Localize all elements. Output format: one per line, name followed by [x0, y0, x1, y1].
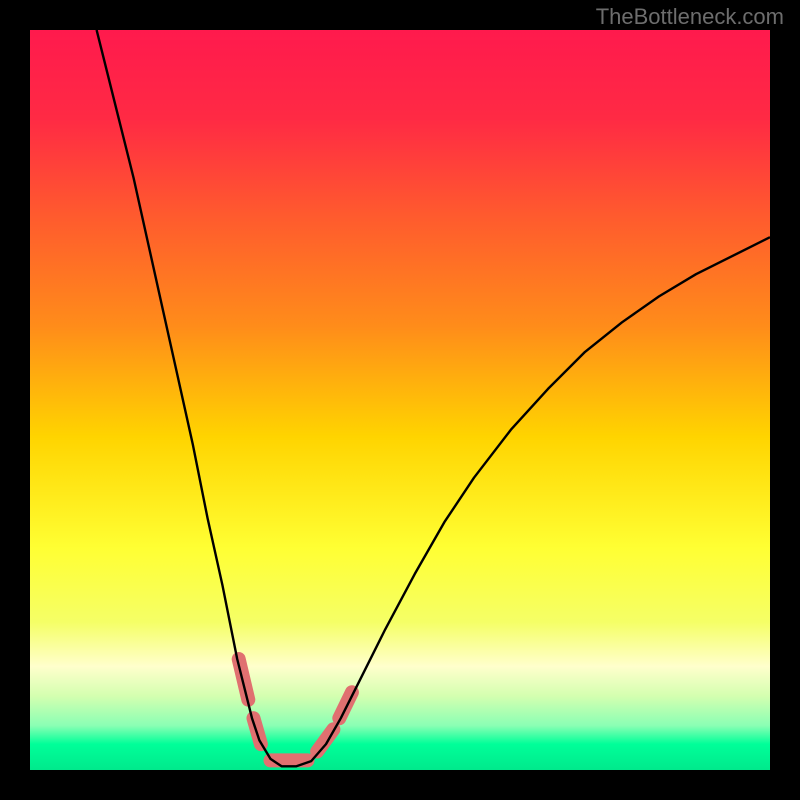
watermark-label: TheBottleneck.com [596, 4, 784, 30]
plot-background [30, 30, 770, 770]
bottleneck-curve-plot [30, 30, 770, 770]
chart-container: TheBottleneck.com [0, 0, 800, 800]
